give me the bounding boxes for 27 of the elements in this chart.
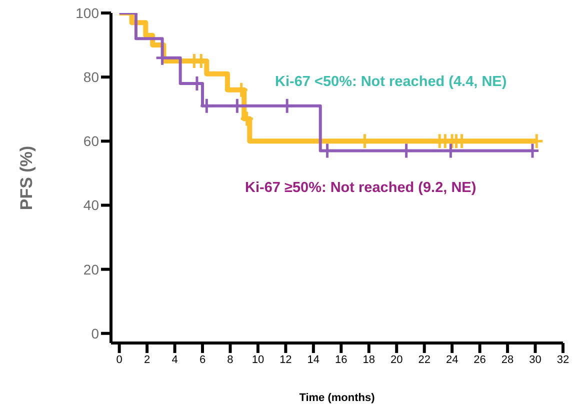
x-tick-label: 8 — [227, 354, 234, 366]
x-tick-label: 26 — [474, 354, 486, 366]
x-tick-label: 18 — [362, 354, 376, 366]
y-axis-title: PFS (%) — [17, 146, 36, 210]
y-tick-label: 20 — [83, 261, 100, 278]
x-tick-label: 30 — [529, 354, 542, 366]
x-tick-label: 32 — [556, 354, 570, 366]
x-axis-title: Time (months) — [299, 392, 376, 404]
x-tick-label: 14 — [307, 354, 320, 366]
x-tick-label: 20 — [390, 354, 403, 366]
x-tick-label: 28 — [501, 354, 514, 366]
y-tick-label: 100 — [76, 4, 100, 21]
x-tick-label: 2 — [144, 354, 150, 366]
x-tick-label: 12 — [280, 354, 292, 366]
y-tick-label: 0 — [91, 325, 100, 342]
annotation: Ki-67 <50%: Not reached (4.4, NE) — [275, 74, 507, 90]
x-tick-label: 22 — [418, 354, 430, 366]
y-tick-label: 80 — [83, 69, 100, 86]
x-tick-label: 4 — [172, 354, 178, 366]
x-tick-label: 6 — [199, 354, 206, 366]
y-tick-label: 40 — [83, 197, 100, 214]
x-tick-label: 0 — [116, 354, 122, 366]
annotation: Ki-67 ≥50%: Not reached (9.2, NE) — [245, 180, 476, 196]
x-tick-label: 10 — [252, 354, 264, 366]
x-tick-label: 24 — [446, 354, 458, 366]
y-tick-label: 60 — [83, 133, 100, 150]
x-tick-label: 16 — [335, 354, 348, 366]
